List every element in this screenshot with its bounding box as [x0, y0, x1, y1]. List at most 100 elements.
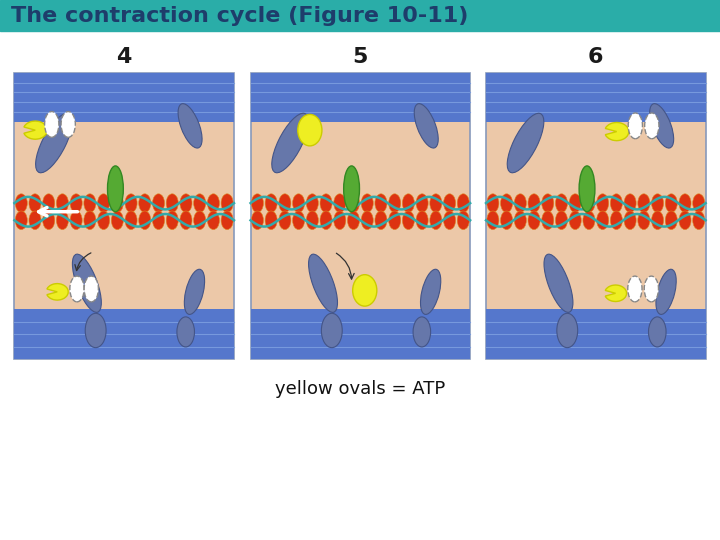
Ellipse shape [42, 211, 55, 230]
Ellipse shape [334, 211, 346, 230]
Ellipse shape [416, 211, 428, 230]
Ellipse shape [652, 211, 664, 230]
Ellipse shape [644, 276, 659, 302]
Ellipse shape [29, 211, 41, 230]
Ellipse shape [544, 254, 573, 312]
Ellipse shape [389, 194, 401, 212]
Ellipse shape [61, 112, 76, 137]
Wedge shape [47, 284, 68, 300]
Ellipse shape [665, 211, 678, 230]
Ellipse shape [649, 317, 666, 347]
Ellipse shape [597, 194, 608, 212]
Ellipse shape [112, 194, 123, 212]
Ellipse shape [624, 194, 636, 212]
Ellipse shape [292, 194, 305, 212]
Ellipse shape [107, 166, 123, 212]
Ellipse shape [56, 211, 68, 230]
Wedge shape [24, 121, 48, 139]
Ellipse shape [541, 194, 554, 212]
Bar [14, 73, 234, 359]
Text: 5: 5 [353, 46, 368, 67]
Ellipse shape [500, 194, 513, 212]
Ellipse shape [628, 276, 642, 302]
Bar [14, 309, 234, 359]
Ellipse shape [361, 211, 373, 230]
Ellipse shape [70, 211, 82, 230]
Ellipse shape [693, 211, 705, 230]
Ellipse shape [457, 194, 469, 212]
Ellipse shape [402, 211, 415, 230]
Wedge shape [606, 285, 626, 301]
Ellipse shape [279, 211, 291, 230]
Text: 4: 4 [117, 46, 132, 67]
Ellipse shape [15, 211, 27, 230]
Ellipse shape [583, 211, 595, 230]
Ellipse shape [348, 211, 359, 230]
Ellipse shape [70, 276, 84, 302]
Ellipse shape [98, 211, 109, 230]
Ellipse shape [221, 194, 233, 212]
Ellipse shape [320, 211, 332, 230]
Ellipse shape [251, 211, 264, 230]
Ellipse shape [353, 275, 377, 306]
Ellipse shape [570, 211, 581, 230]
Ellipse shape [679, 194, 691, 212]
Ellipse shape [528, 211, 540, 230]
Ellipse shape [457, 211, 469, 230]
Ellipse shape [321, 313, 342, 348]
Ellipse shape [298, 114, 322, 146]
Text: The contraction cycle (Figure 10-11): The contraction cycle (Figure 10-11) [11, 5, 468, 26]
Ellipse shape [98, 194, 109, 212]
Ellipse shape [402, 194, 415, 212]
Ellipse shape [583, 194, 595, 212]
Ellipse shape [693, 194, 705, 212]
Ellipse shape [265, 194, 277, 212]
Ellipse shape [555, 194, 567, 212]
Ellipse shape [112, 211, 123, 230]
Ellipse shape [611, 211, 622, 230]
Bar [251, 73, 470, 359]
Bar [0, 0, 720, 31]
Ellipse shape [292, 211, 305, 230]
Ellipse shape [597, 211, 608, 230]
Text: 6: 6 [588, 46, 603, 67]
Ellipse shape [139, 194, 150, 212]
Ellipse shape [139, 211, 150, 230]
Ellipse shape [85, 313, 106, 348]
Ellipse shape [207, 194, 220, 212]
Ellipse shape [541, 211, 554, 230]
Ellipse shape [528, 194, 540, 212]
Ellipse shape [166, 194, 179, 212]
Ellipse shape [177, 317, 194, 347]
Ellipse shape [420, 269, 441, 314]
Ellipse shape [555, 211, 567, 230]
Ellipse shape [430, 194, 442, 212]
Ellipse shape [207, 211, 220, 230]
Ellipse shape [389, 211, 401, 230]
Ellipse shape [84, 194, 96, 212]
Text: yellow ovals = ATP: yellow ovals = ATP [275, 380, 445, 398]
Bar [486, 309, 706, 359]
Ellipse shape [279, 194, 291, 212]
Ellipse shape [444, 194, 456, 212]
Ellipse shape [375, 211, 387, 230]
Ellipse shape [320, 194, 332, 212]
Ellipse shape [180, 194, 192, 212]
Ellipse shape [334, 194, 346, 212]
Ellipse shape [487, 194, 499, 212]
Ellipse shape [166, 211, 179, 230]
Bar [251, 73, 470, 122]
Ellipse shape [180, 211, 192, 230]
Ellipse shape [514, 211, 526, 230]
Ellipse shape [309, 254, 338, 312]
Ellipse shape [194, 194, 206, 212]
Bar [251, 309, 470, 359]
Ellipse shape [348, 194, 359, 212]
Ellipse shape [343, 166, 359, 212]
Ellipse shape [178, 104, 202, 148]
Ellipse shape [29, 194, 41, 212]
Ellipse shape [638, 194, 650, 212]
Ellipse shape [679, 211, 691, 230]
Bar [486, 73, 706, 122]
Ellipse shape [56, 194, 68, 212]
